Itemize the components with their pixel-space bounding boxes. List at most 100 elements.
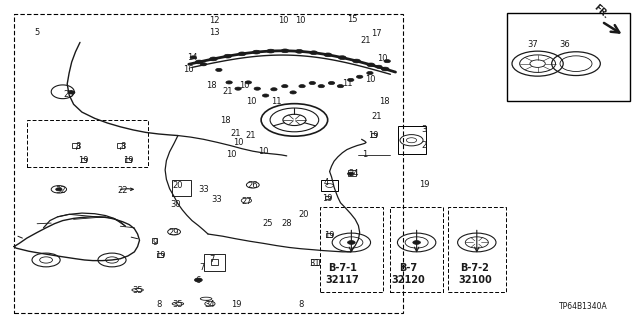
Text: 21: 21 bbox=[371, 112, 381, 121]
Circle shape bbox=[282, 84, 288, 88]
Bar bbox=[507, 13, 630, 101]
Text: 8: 8 bbox=[298, 300, 303, 309]
Circle shape bbox=[367, 71, 373, 75]
Bar bbox=[371, 133, 376, 137]
Bar bbox=[211, 259, 218, 265]
Text: 10: 10 bbox=[239, 81, 250, 90]
Circle shape bbox=[224, 54, 232, 58]
Text: 12: 12 bbox=[209, 16, 220, 25]
Text: 13: 13 bbox=[209, 28, 220, 37]
Circle shape bbox=[56, 188, 62, 191]
Text: 9: 9 bbox=[152, 238, 157, 247]
Circle shape bbox=[381, 67, 389, 71]
Text: 24: 24 bbox=[348, 169, 358, 178]
Text: 7: 7 bbox=[210, 254, 215, 264]
Text: 30: 30 bbox=[171, 200, 181, 209]
Circle shape bbox=[348, 78, 354, 82]
Circle shape bbox=[348, 172, 354, 175]
Text: 27: 27 bbox=[241, 197, 252, 206]
Bar bbox=[72, 143, 79, 148]
Circle shape bbox=[226, 81, 232, 84]
Text: 18: 18 bbox=[206, 81, 216, 90]
Text: 15: 15 bbox=[347, 15, 357, 24]
Circle shape bbox=[195, 278, 202, 282]
Text: 19: 19 bbox=[78, 156, 88, 165]
Text: 10: 10 bbox=[378, 53, 388, 62]
Text: 17: 17 bbox=[371, 28, 381, 37]
Circle shape bbox=[195, 60, 203, 64]
Text: 19: 19 bbox=[323, 194, 333, 203]
Text: 1: 1 bbox=[362, 150, 367, 159]
Text: 16: 16 bbox=[184, 65, 194, 75]
Bar bbox=[117, 143, 124, 148]
Text: 37: 37 bbox=[528, 40, 538, 49]
Text: 10: 10 bbox=[296, 16, 306, 25]
Text: 35: 35 bbox=[132, 286, 143, 295]
Bar bbox=[204, 254, 225, 271]
Text: 31: 31 bbox=[310, 259, 320, 268]
Bar bbox=[390, 207, 443, 292]
Text: 10: 10 bbox=[365, 76, 375, 84]
Text: 34: 34 bbox=[205, 300, 215, 309]
Text: 36: 36 bbox=[559, 40, 570, 49]
Circle shape bbox=[353, 59, 360, 63]
Bar bbox=[325, 196, 330, 199]
Bar bbox=[348, 170, 356, 176]
Bar bbox=[152, 238, 157, 243]
Circle shape bbox=[376, 65, 382, 68]
Text: 33: 33 bbox=[198, 185, 209, 194]
Text: 19: 19 bbox=[123, 156, 133, 165]
Text: 19: 19 bbox=[324, 231, 334, 240]
Text: 28: 28 bbox=[282, 219, 292, 228]
Text: 3: 3 bbox=[422, 125, 427, 134]
Circle shape bbox=[356, 75, 363, 78]
Circle shape bbox=[281, 49, 289, 53]
Circle shape bbox=[210, 57, 218, 61]
Bar bbox=[448, 207, 506, 292]
Text: 19: 19 bbox=[155, 252, 165, 260]
Circle shape bbox=[245, 81, 252, 84]
Circle shape bbox=[267, 49, 275, 53]
Circle shape bbox=[339, 56, 346, 60]
Text: 33: 33 bbox=[211, 195, 221, 204]
Circle shape bbox=[68, 91, 75, 94]
Text: 26: 26 bbox=[248, 181, 258, 190]
Circle shape bbox=[324, 53, 332, 57]
Text: 2: 2 bbox=[422, 141, 427, 150]
Circle shape bbox=[309, 82, 316, 84]
Circle shape bbox=[216, 68, 222, 71]
Circle shape bbox=[367, 63, 374, 67]
Circle shape bbox=[271, 88, 277, 91]
Text: TP64B1340A: TP64B1340A bbox=[559, 302, 608, 311]
Bar bbox=[14, 14, 403, 313]
Text: 20: 20 bbox=[173, 181, 183, 190]
Bar bbox=[81, 158, 86, 162]
Circle shape bbox=[190, 56, 196, 59]
Circle shape bbox=[384, 60, 390, 63]
Circle shape bbox=[318, 84, 324, 88]
Circle shape bbox=[328, 82, 335, 84]
Text: 11: 11 bbox=[271, 97, 282, 106]
Ellipse shape bbox=[132, 288, 143, 292]
Circle shape bbox=[413, 241, 420, 244]
Text: 7: 7 bbox=[199, 263, 204, 272]
Circle shape bbox=[299, 84, 305, 88]
Text: 29: 29 bbox=[169, 228, 179, 237]
Bar bbox=[326, 233, 332, 237]
Text: 14: 14 bbox=[187, 53, 197, 62]
Text: 22: 22 bbox=[118, 186, 128, 195]
Circle shape bbox=[238, 52, 246, 56]
Text: 21: 21 bbox=[246, 131, 256, 140]
Circle shape bbox=[254, 87, 260, 90]
Circle shape bbox=[337, 84, 344, 88]
Text: 11: 11 bbox=[342, 78, 352, 88]
Text: 21: 21 bbox=[230, 129, 241, 138]
Text: 10: 10 bbox=[233, 138, 243, 147]
Text: FR.: FR. bbox=[592, 3, 611, 20]
Text: 10: 10 bbox=[246, 97, 256, 106]
Text: 8: 8 bbox=[76, 142, 81, 151]
Text: 8: 8 bbox=[156, 300, 161, 309]
Text: 8: 8 bbox=[120, 142, 125, 151]
Text: 5: 5 bbox=[35, 28, 40, 37]
Bar bbox=[398, 126, 426, 154]
